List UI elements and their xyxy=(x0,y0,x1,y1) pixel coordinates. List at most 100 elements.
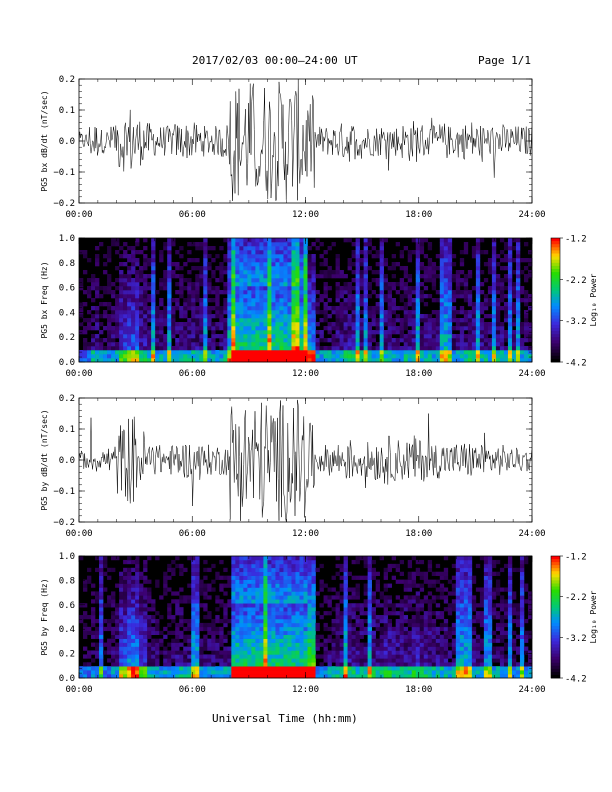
spectrogram-cell xyxy=(395,318,401,323)
spectrogram-cell xyxy=(447,338,453,343)
spectrogram-cell xyxy=(171,274,176,279)
spectrogram-cell xyxy=(267,642,272,647)
spectrogram-cell xyxy=(155,630,160,636)
spectrogram-cell xyxy=(235,674,240,679)
colorbar-segment xyxy=(551,312,560,316)
spectrogram-cell xyxy=(95,670,100,675)
spectrogram-cell xyxy=(407,274,413,279)
spectrogram-cell xyxy=(103,326,108,331)
spectrogram-cell xyxy=(311,310,316,315)
spectrogram-cell xyxy=(119,591,124,596)
spectrogram-cell xyxy=(403,318,409,323)
spectrogram-cell xyxy=(123,579,128,584)
spectrogram-cell xyxy=(231,611,236,616)
spectrogram-cell xyxy=(327,662,332,667)
spectrogram-cell xyxy=(395,326,401,331)
spectrogram-cell xyxy=(267,630,272,636)
spectrogram-cell xyxy=(251,306,256,311)
spectrogram-cell xyxy=(143,630,148,636)
spectrogram-cell xyxy=(175,658,180,663)
spectrogram-cell xyxy=(399,654,405,659)
spectrogram-cell xyxy=(263,571,268,576)
spectrogram-cell xyxy=(147,358,152,363)
spectrogram-cell xyxy=(111,618,116,624)
spectrogram-cell xyxy=(255,266,260,271)
spectrogram-cell xyxy=(111,674,116,679)
spectrogram-cell xyxy=(239,622,244,628)
spectrogram-cell xyxy=(267,298,272,303)
spectrogram-cell xyxy=(339,626,344,632)
spectrogram-cell xyxy=(99,302,104,307)
spectrogram-cell xyxy=(507,306,513,311)
spectrogram-cell xyxy=(507,346,513,351)
spectrogram-cell xyxy=(235,571,240,576)
spectrogram-cell xyxy=(239,638,244,643)
spectrogram-cell xyxy=(375,358,380,363)
spectrogram-cell xyxy=(375,571,380,576)
spectrogram-cell xyxy=(223,615,228,620)
spectrogram-cell xyxy=(235,638,240,643)
spectrogram-cell xyxy=(503,258,509,263)
spectrogram-cell xyxy=(335,556,340,561)
spectrogram-cell xyxy=(407,318,413,323)
spectrogram-cell xyxy=(431,322,437,327)
spectrogram-cell xyxy=(287,583,292,588)
spectrogram-cell xyxy=(287,567,292,573)
spectrogram-cell xyxy=(243,587,248,592)
spectrogram-cell xyxy=(479,302,485,307)
spectrogram-cell xyxy=(463,314,469,319)
spectrogram-cell xyxy=(131,559,136,565)
spectrogram-cell xyxy=(163,338,168,343)
spectrogram-cell xyxy=(499,330,505,335)
spectrogram-cell xyxy=(107,338,112,343)
spectrogram-cell xyxy=(199,318,204,323)
spectrogram-cell xyxy=(327,603,332,608)
spectrogram-cell xyxy=(343,350,348,355)
spectrogram-cell xyxy=(347,326,352,331)
spectrogram-cell xyxy=(363,611,368,616)
spectrogram-cell xyxy=(487,350,493,355)
spectrogram-cell xyxy=(251,342,256,347)
spectrogram-cell xyxy=(287,658,292,663)
spectrogram-cell xyxy=(239,630,244,636)
spectrogram-cell xyxy=(211,258,216,263)
spectrogram-cell xyxy=(443,334,449,339)
spectrogram-cell xyxy=(167,342,172,347)
spectrogram-cell xyxy=(279,238,284,243)
spectrogram-cell xyxy=(359,338,364,343)
spectrogram-cell xyxy=(403,314,409,319)
spectrogram-cell xyxy=(235,559,240,565)
spectrogram-cell xyxy=(163,674,168,679)
spectrogram-cell xyxy=(231,294,236,299)
spectrogram-cell xyxy=(139,662,144,667)
spectrogram-cell xyxy=(359,674,364,679)
spectrogram-cell xyxy=(95,258,100,263)
spectrogram-cell xyxy=(347,330,352,335)
spectrogram-cell xyxy=(387,346,392,351)
spectrogram-cell xyxy=(367,638,372,643)
spectrogram-cell xyxy=(335,334,340,339)
spectrogram-cell xyxy=(259,266,264,271)
spectrogram-cell xyxy=(123,571,128,576)
spectrogram-cell xyxy=(167,674,172,679)
spectrogram-cell xyxy=(499,258,505,263)
spectrogram-cell xyxy=(447,242,453,247)
spectrogram-cell xyxy=(339,650,344,655)
spectrogram-cell xyxy=(107,258,112,263)
spectrogram-cell xyxy=(195,615,200,620)
spectrogram-cell xyxy=(215,302,220,307)
spectrogram-cell xyxy=(387,334,392,339)
spectrogram-cell xyxy=(399,306,405,311)
spectrogram-cell xyxy=(135,270,140,275)
spectrogram-cell xyxy=(327,666,332,671)
spectrogram-cell xyxy=(311,294,316,299)
spectrogram-cell xyxy=(363,302,368,307)
spectrogram-cell xyxy=(299,556,304,561)
spectrogram-cell xyxy=(115,658,120,663)
spectrogram-cell xyxy=(507,302,513,307)
spectrogram-cell xyxy=(251,642,256,647)
spectrogram-cell xyxy=(283,654,288,659)
spectrogram-cell xyxy=(323,595,328,600)
spectrogram-cell xyxy=(455,274,461,279)
spectrogram-cell xyxy=(399,254,405,259)
